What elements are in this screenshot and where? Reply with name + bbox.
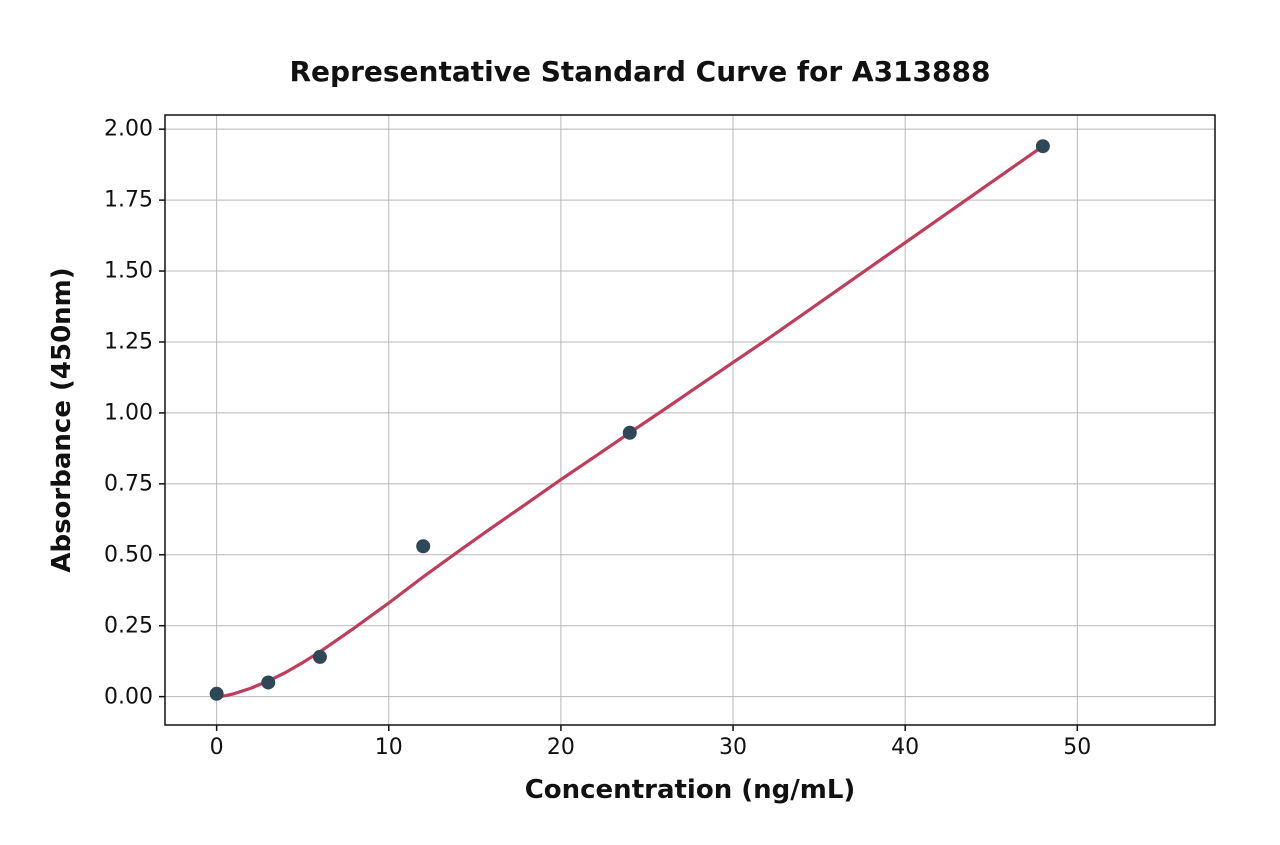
plot-spines bbox=[165, 115, 1215, 725]
data-point bbox=[261, 675, 275, 689]
y-tick-label: 1.00 bbox=[104, 400, 153, 425]
x-tick-label: 50 bbox=[1063, 735, 1091, 760]
y-tick-label: 0.00 bbox=[104, 684, 153, 709]
x-tick-label: 0 bbox=[210, 735, 224, 760]
x-tick-label: 20 bbox=[547, 735, 575, 760]
x-tick-label: 40 bbox=[891, 735, 919, 760]
y-tick-label: 0.50 bbox=[104, 542, 153, 567]
data-point bbox=[416, 539, 430, 553]
y-axis-label: Absorbance (450nm) bbox=[47, 115, 77, 725]
y-tick-label: 0.75 bbox=[104, 471, 153, 496]
x-axis-label: Concentration (ng/mL) bbox=[165, 775, 1215, 805]
data-point bbox=[210, 687, 224, 701]
y-tick-label: 1.75 bbox=[104, 188, 153, 213]
plot-svg bbox=[165, 115, 1215, 725]
x-tick-label: 10 bbox=[375, 735, 403, 760]
y-tick-label: 1.25 bbox=[104, 329, 153, 354]
plot-area bbox=[165, 115, 1215, 725]
data-point bbox=[313, 650, 327, 664]
y-tick-label: 0.25 bbox=[104, 613, 153, 638]
x-tick-label: 30 bbox=[719, 735, 747, 760]
data-point bbox=[623, 426, 637, 440]
chart-title: Representative Standard Curve for A31388… bbox=[0, 55, 1280, 88]
figure: Representative Standard Curve for A31388… bbox=[0, 0, 1280, 845]
data-point bbox=[1036, 139, 1050, 153]
fit-curve bbox=[217, 146, 1043, 696]
y-tick-label: 2.00 bbox=[104, 117, 153, 142]
y-tick-label: 1.50 bbox=[104, 259, 153, 284]
